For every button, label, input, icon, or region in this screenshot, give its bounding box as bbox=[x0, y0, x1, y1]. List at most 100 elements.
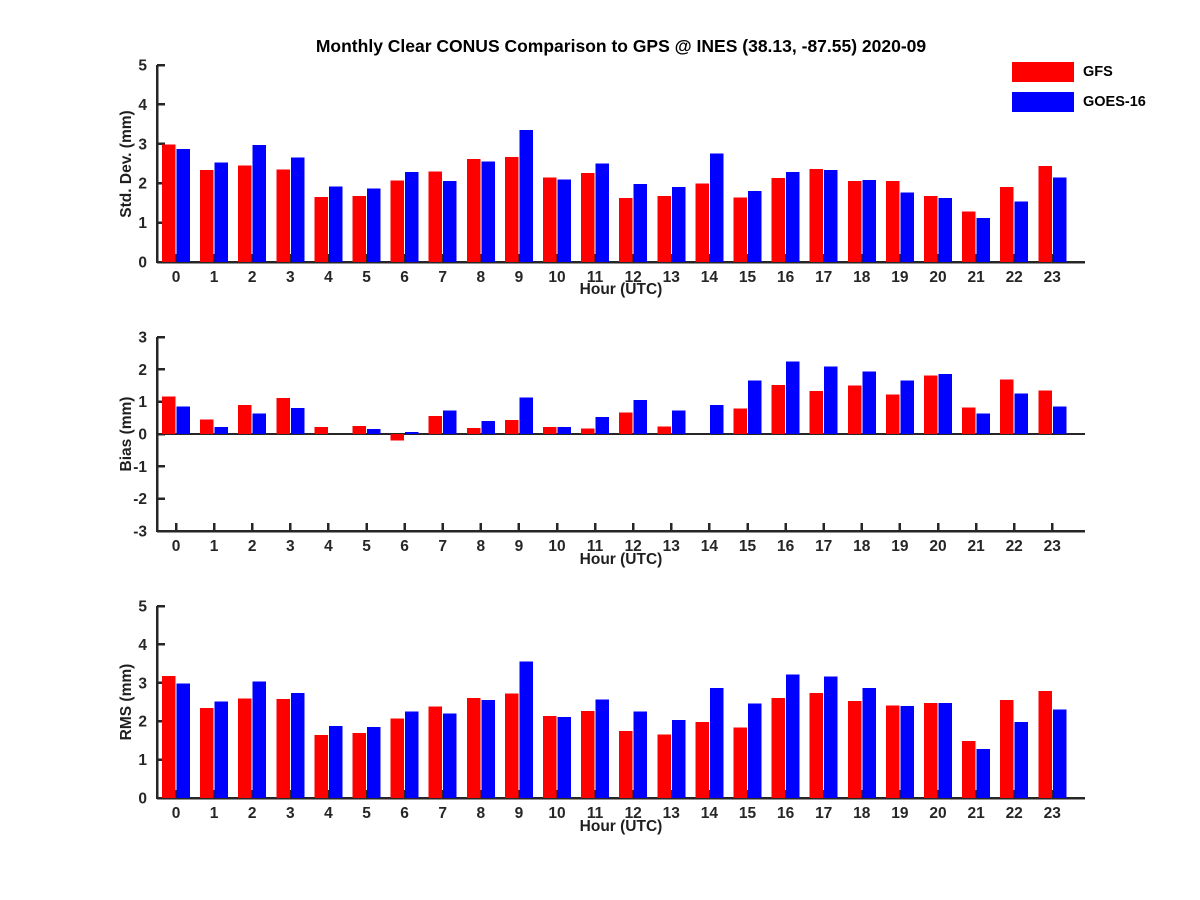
stddev-x-axis-label: Hour (UTC) bbox=[579, 281, 663, 298]
svg-text:10: 10 bbox=[548, 805, 565, 822]
svg-text:4: 4 bbox=[324, 538, 333, 555]
svg-text:6: 6 bbox=[400, 269, 409, 286]
svg-text:-3: -3 bbox=[133, 524, 147, 541]
legend-item-goes16: GOES-16 bbox=[1012, 92, 1146, 112]
svg-text:5: 5 bbox=[362, 805, 371, 822]
svg-text:1: 1 bbox=[138, 394, 147, 411]
svg-text:3: 3 bbox=[286, 805, 295, 822]
svg-text:15: 15 bbox=[739, 805, 757, 822]
svg-text:6: 6 bbox=[400, 805, 409, 822]
rms-x-axis-label: Hour (UTC) bbox=[579, 818, 663, 835]
svg-text:23: 23 bbox=[1044, 538, 1062, 555]
svg-text:0: 0 bbox=[172, 269, 181, 286]
svg-text:13: 13 bbox=[663, 805, 681, 822]
svg-text:22: 22 bbox=[1006, 538, 1023, 555]
svg-text:16: 16 bbox=[777, 538, 795, 555]
chart-title: Monthly Clear CONUS Comparison to GPS @ … bbox=[315, 36, 927, 56]
legend: GFS GOES-16 bbox=[1012, 62, 1146, 122]
gfs-legend-label: GFS bbox=[1083, 64, 1113, 80]
svg-text:8: 8 bbox=[476, 538, 485, 555]
svg-text:2: 2 bbox=[138, 714, 147, 731]
svg-text:2: 2 bbox=[248, 538, 257, 555]
svg-text:0: 0 bbox=[138, 791, 147, 808]
svg-text:3: 3 bbox=[286, 269, 295, 286]
svg-text:3: 3 bbox=[138, 675, 147, 692]
svg-text:14: 14 bbox=[701, 805, 719, 822]
svg-text:5: 5 bbox=[138, 58, 147, 75]
svg-text:21: 21 bbox=[967, 538, 985, 555]
gfs-legend-swatch bbox=[1012, 62, 1074, 82]
svg-text:7: 7 bbox=[438, 269, 447, 286]
svg-text:9: 9 bbox=[515, 269, 524, 286]
svg-text:14: 14 bbox=[701, 538, 719, 555]
svg-text:22: 22 bbox=[1006, 269, 1023, 286]
svg-text:1: 1 bbox=[138, 752, 147, 769]
svg-text:23: 23 bbox=[1044, 805, 1062, 822]
svg-text:-1: -1 bbox=[133, 459, 147, 476]
svg-text:12: 12 bbox=[625, 805, 642, 822]
svg-text:8: 8 bbox=[476, 269, 485, 286]
svg-text:17: 17 bbox=[815, 805, 832, 822]
legend-item-gfs: GFS bbox=[1012, 62, 1146, 82]
svg-text:3: 3 bbox=[286, 538, 295, 555]
svg-text:0: 0 bbox=[138, 427, 147, 444]
svg-text:2: 2 bbox=[248, 269, 257, 286]
svg-text:11: 11 bbox=[587, 538, 604, 555]
svg-text:15: 15 bbox=[739, 538, 757, 555]
svg-text:11: 11 bbox=[587, 805, 604, 822]
svg-text:14: 14 bbox=[701, 269, 719, 286]
svg-text:1: 1 bbox=[138, 215, 147, 232]
svg-text:10: 10 bbox=[548, 538, 565, 555]
svg-text:23: 23 bbox=[1044, 269, 1062, 286]
svg-text:17: 17 bbox=[815, 269, 832, 286]
svg-text:20: 20 bbox=[929, 269, 946, 286]
svg-text:2: 2 bbox=[138, 176, 147, 193]
svg-text:19: 19 bbox=[891, 805, 909, 822]
svg-text:5: 5 bbox=[362, 269, 371, 286]
svg-text:18: 18 bbox=[853, 538, 871, 555]
svg-text:0: 0 bbox=[172, 805, 181, 822]
svg-text:12: 12 bbox=[625, 269, 642, 286]
svg-text:21: 21 bbox=[967, 269, 985, 286]
svg-text:5: 5 bbox=[362, 538, 371, 555]
bias-x-axis-label: Hour (UTC) bbox=[579, 551, 663, 568]
svg-text:1: 1 bbox=[210, 538, 219, 555]
svg-text:4: 4 bbox=[324, 269, 333, 286]
svg-text:1: 1 bbox=[210, 805, 219, 822]
svg-text:8: 8 bbox=[476, 805, 485, 822]
svg-text:10: 10 bbox=[548, 269, 565, 286]
svg-text:17: 17 bbox=[815, 538, 832, 555]
svg-text:11: 11 bbox=[587, 269, 604, 286]
svg-text:20: 20 bbox=[929, 805, 946, 822]
svg-text:1: 1 bbox=[210, 269, 219, 286]
goes16-legend-swatch bbox=[1012, 92, 1074, 112]
svg-text:18: 18 bbox=[853, 805, 871, 822]
svg-text:13: 13 bbox=[663, 538, 681, 555]
svg-text:18: 18 bbox=[853, 269, 871, 286]
svg-text:20: 20 bbox=[929, 538, 946, 555]
svg-text:9: 9 bbox=[515, 805, 524, 822]
svg-text:19: 19 bbox=[891, 269, 909, 286]
svg-text:21: 21 bbox=[967, 805, 985, 822]
svg-text:13: 13 bbox=[663, 269, 681, 286]
svg-text:7: 7 bbox=[438, 805, 447, 822]
svg-text:22: 22 bbox=[1006, 805, 1023, 822]
svg-text:2: 2 bbox=[138, 362, 147, 379]
svg-text:2: 2 bbox=[248, 805, 257, 822]
svg-text:4: 4 bbox=[138, 637, 147, 654]
svg-text:4: 4 bbox=[324, 805, 333, 822]
svg-text:16: 16 bbox=[777, 269, 795, 286]
svg-text:4: 4 bbox=[138, 97, 147, 114]
svg-text:0: 0 bbox=[172, 538, 181, 555]
svg-text:9: 9 bbox=[515, 538, 524, 555]
svg-text:7: 7 bbox=[438, 538, 447, 555]
svg-text:0: 0 bbox=[138, 255, 147, 272]
svg-text:16: 16 bbox=[777, 805, 795, 822]
svg-text:3: 3 bbox=[138, 136, 147, 153]
svg-text:19: 19 bbox=[891, 538, 909, 555]
